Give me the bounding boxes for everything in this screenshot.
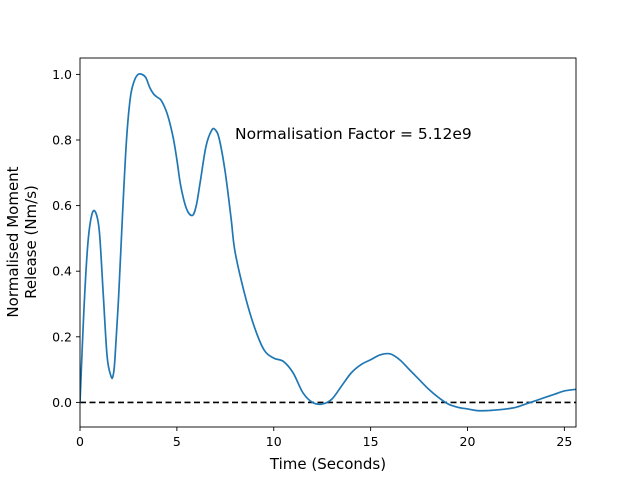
x-tick-label: 5 [173,434,181,449]
normalisation-annotation: Normalisation Factor = 5.12e9 [235,125,472,143]
x-tick-label: 20 [460,434,476,449]
y-tick-label: 0.0 [52,395,72,410]
x-tick-label: 0 [76,434,84,449]
y-tick-label: 0.4 [52,264,72,279]
axes-frame [79,57,577,428]
plot-layer [80,72,576,412]
x-tick-label: 25 [556,434,572,449]
y-tick-label: 0.2 [52,329,72,344]
tick-layer: 0 5 10 15 20 25 0.0 0.2 0.4 0.6 0.8 1.0 [52,67,572,449]
y-axis-label-line-1: Normalised Moment [4,166,22,317]
y-tick-label: 1.0 [52,67,72,82]
x-axis-label: Time (Seconds) [269,455,386,473]
x-tick-label: 10 [266,434,282,449]
y-axis-label: Normalised Moment Release (Nm/s) [4,166,40,317]
y-tick-label: 0.8 [52,133,72,148]
x-tick-label: 15 [363,434,379,449]
series-line-0 [80,72,576,412]
y-axis-label-line-2: Release (Nm/s) [22,185,40,299]
y-tick-label: 0.6 [52,198,72,213]
